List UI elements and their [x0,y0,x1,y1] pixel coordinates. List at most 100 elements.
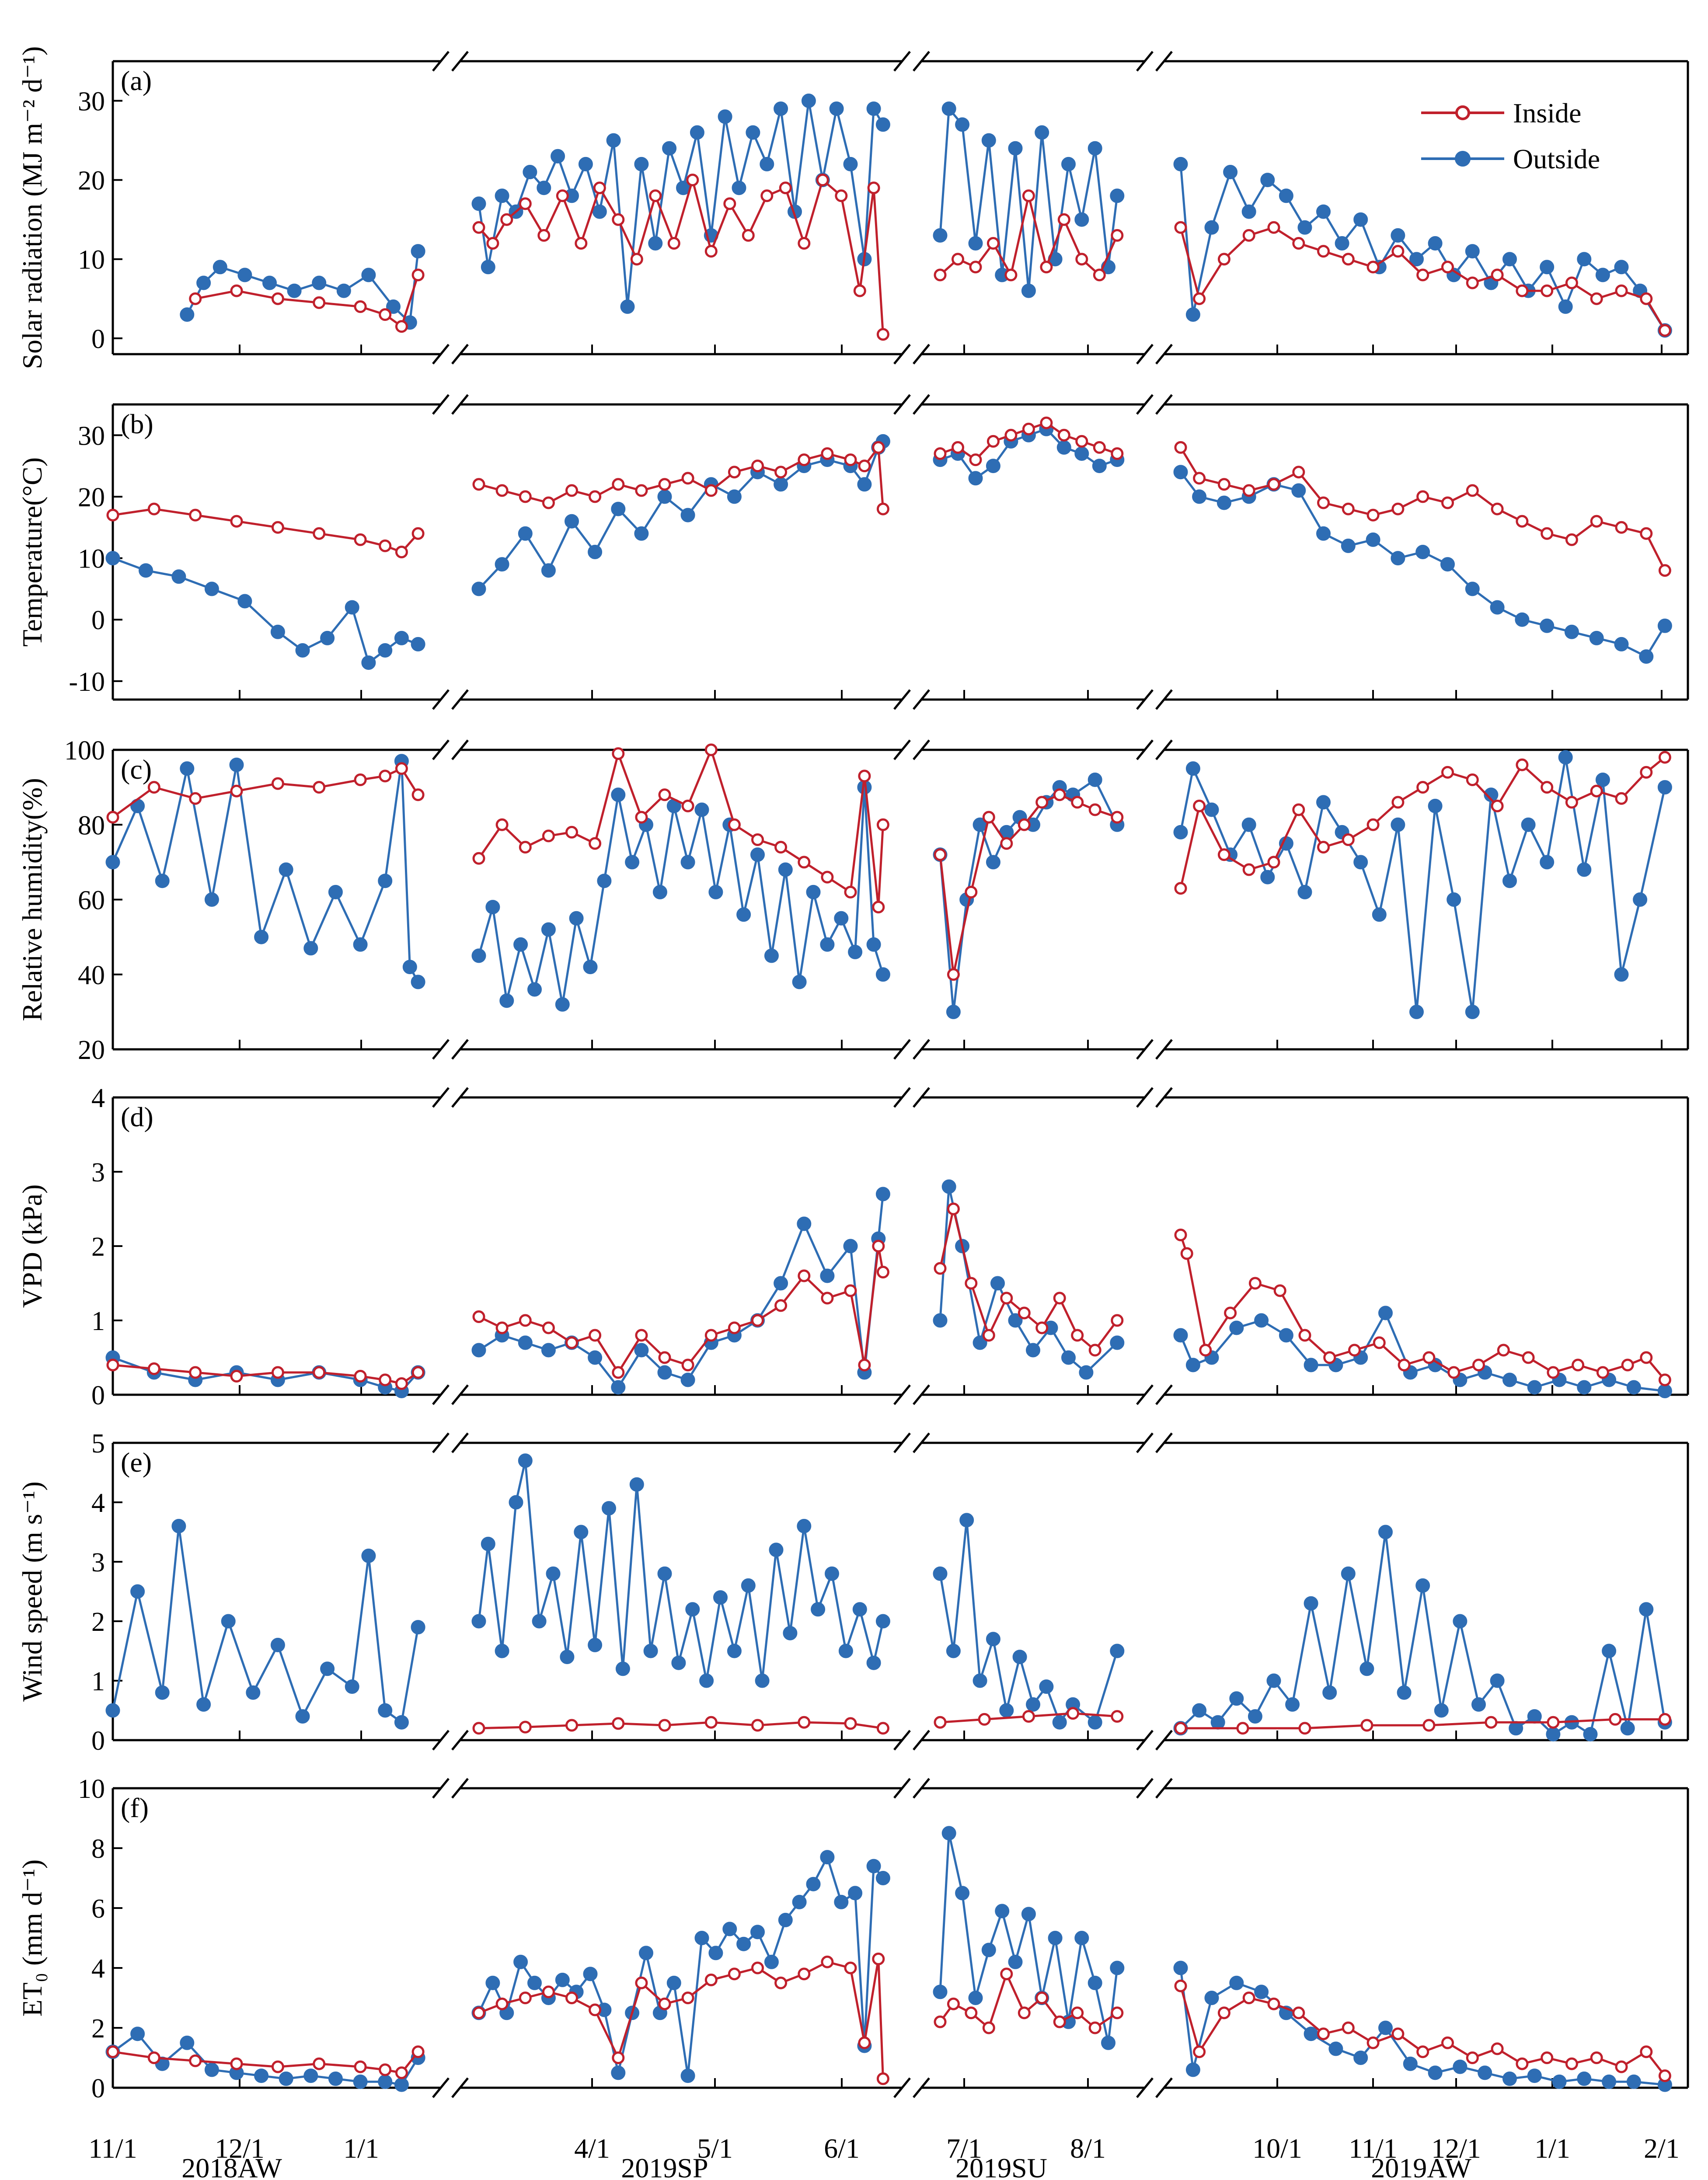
data-point [279,862,293,877]
data-point [1204,1991,1219,2005]
data-point [221,1614,236,1629]
data-point [213,260,227,275]
data-point [1254,1985,1269,1999]
data-point [147,2051,160,2064]
axis-break-mark [451,1432,469,1453]
data-point [602,1501,616,1516]
data-point [1491,268,1504,282]
y-tick-label: 3 [91,1158,105,1188]
axis-break-mark [1155,1778,1173,1799]
data-point [1088,1975,1102,1990]
data-point [806,885,821,899]
data-point [1378,2020,1393,2035]
data-point [835,189,848,202]
data-point [848,1886,863,1901]
data-point [1204,220,1219,235]
data-point [1447,892,1461,907]
data-point [1465,582,1480,596]
data-point [1185,761,1200,776]
data-point [1241,204,1256,219]
data-point [858,2036,871,2049]
data-point [171,569,186,584]
data-point [1056,440,1071,455]
y-tick-label: 20 [78,166,105,196]
data-point [615,1661,630,1676]
data-point [704,1716,718,1729]
data-point [229,757,244,772]
data-point [1174,882,1187,895]
axis-break-mark [1155,1384,1173,1405]
data-point [1292,466,1305,479]
data-point [1061,157,1076,171]
data-point [1316,526,1331,541]
data-point [1035,125,1049,140]
data-point [774,101,788,116]
data-point [742,229,755,242]
series-line [112,760,419,983]
data-point [575,237,588,250]
data-point [189,2054,202,2067]
data-point [189,792,202,805]
data-point [1614,967,1629,982]
legend-outside-marker [1455,151,1471,167]
data-point [1502,1372,1517,1387]
data-point [105,1703,120,1718]
axis-break-mark [432,739,450,760]
data-point [1110,1335,1125,1350]
panel-label: (f) [121,1792,149,1823]
data-point [1071,796,1084,809]
data-point [1342,2021,1355,2034]
axis-break-mark [1136,51,1154,72]
data-point [395,2066,408,2079]
data-point [635,484,648,497]
data-point [1353,212,1368,227]
data-point [1516,515,1529,528]
data-point [230,784,243,797]
axis-break-mark [432,344,450,365]
data-point [354,2060,367,2073]
data-point [361,268,376,282]
data-point [1242,1992,1255,2004]
data-point [542,1321,555,1334]
data-point [180,307,195,322]
data-point [694,802,709,817]
data-point [1039,1679,1054,1694]
data-point [254,2069,269,2083]
y-tick-label: 0 [91,324,105,354]
y-tick-label: 40 [78,961,105,990]
axis-break-mark [913,739,930,760]
data-point [1053,2015,1066,2028]
series-line [478,1459,884,1682]
data-point [495,188,509,203]
data-point [681,1992,694,2004]
data-point [933,1566,948,1581]
series-inside [106,743,1671,981]
data-point [1577,1380,1592,1395]
data-point [1092,459,1107,474]
data-point [1353,2051,1368,2065]
data-point [941,101,956,116]
data-point [635,811,648,824]
data-point [634,1343,649,1358]
data-point [472,2006,485,2020]
data-point [806,1877,821,1891]
data-point [811,1602,826,1617]
data-point [1590,784,1603,797]
data-point [588,545,603,559]
data-point [354,1370,367,1383]
y-axis-title: ET₀ (mm d⁻¹) [17,1860,48,2017]
data-point [973,1673,987,1688]
data-point [1614,260,1629,275]
data-point [1541,284,1554,297]
data-point [718,109,732,124]
axis-break-mark [451,394,469,415]
axis-break-mark [432,2077,450,2098]
data-point [947,1202,960,1215]
data-point [271,2060,284,2073]
data-point [518,1335,533,1350]
data-point [1615,521,1628,534]
data-point [313,296,326,309]
data-point [541,1343,556,1358]
data-point [986,1632,1000,1647]
data-point [542,829,555,843]
